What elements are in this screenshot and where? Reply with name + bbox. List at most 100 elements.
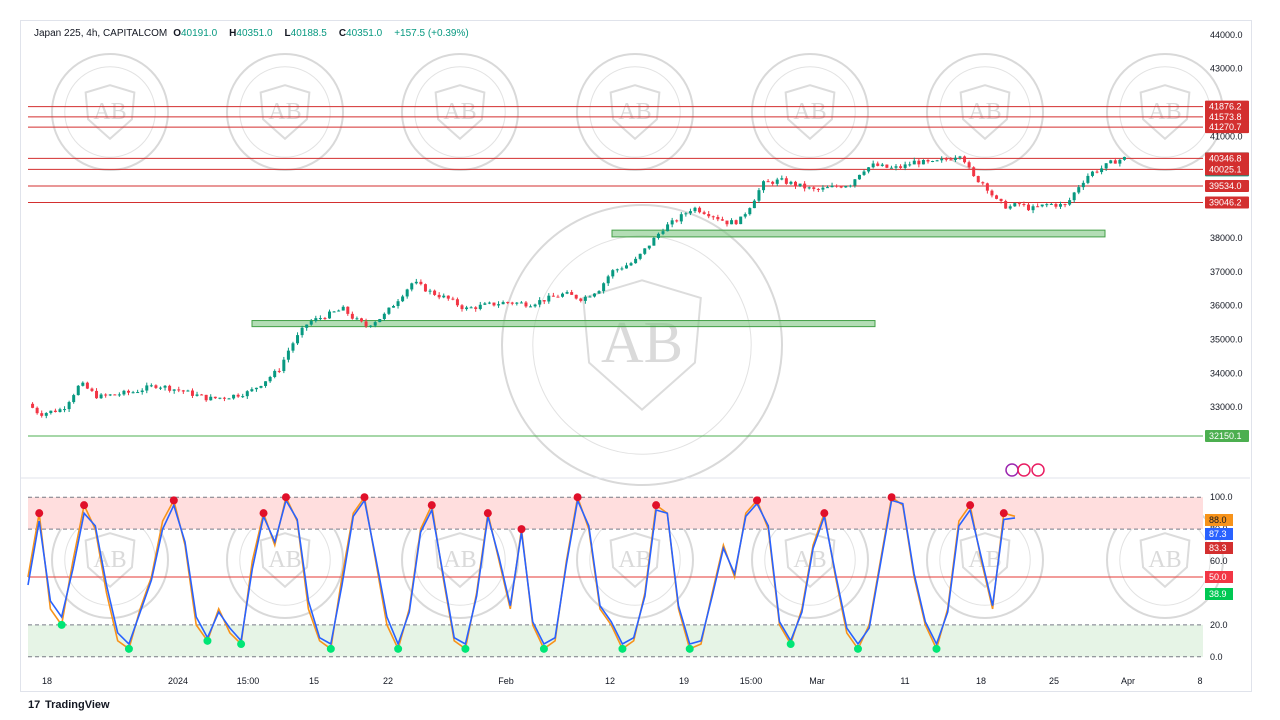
candle-body[interactable]	[1068, 200, 1072, 205]
overbought-signal-dot[interactable]	[281, 493, 290, 502]
candle-body[interactable]	[401, 296, 405, 302]
candle-body[interactable]	[917, 160, 921, 165]
candle-body[interactable]	[816, 188, 820, 190]
candle-body[interactable]	[1045, 204, 1049, 206]
candle-body[interactable]	[232, 394, 236, 399]
oversold-signal-dot[interactable]	[685, 644, 694, 653]
candle-body[interactable]	[762, 181, 766, 191]
candle-body[interactable]	[259, 385, 263, 388]
candle-body[interactable]	[40, 413, 44, 416]
candle-body[interactable]	[1090, 171, 1094, 176]
candle-body[interactable]	[606, 276, 610, 284]
candle-body[interactable]	[999, 198, 1003, 201]
candle-body[interactable]	[58, 409, 62, 412]
candle-body[interactable]	[474, 307, 478, 309]
oversold-signal-dot[interactable]	[539, 644, 548, 653]
candle-body[interactable]	[359, 318, 363, 322]
overbought-signal-dot[interactable]	[652, 501, 661, 510]
candle-body[interactable]	[1026, 204, 1030, 211]
candle-body[interactable]	[405, 289, 409, 297]
candle-body[interactable]	[789, 181, 793, 184]
candle-body[interactable]	[716, 216, 720, 220]
price-label-resistance[interactable]	[1205, 196, 1249, 209]
overbought-signal-dot[interactable]	[259, 509, 268, 518]
candle-body[interactable]	[250, 389, 254, 392]
candle-body[interactable]	[72, 395, 76, 403]
candle-body[interactable]	[711, 216, 715, 218]
candle-body[interactable]	[940, 158, 944, 161]
candle-body[interactable]	[839, 186, 843, 188]
candle-body[interactable]	[848, 185, 852, 187]
candle-body[interactable]	[707, 214, 711, 217]
candle-body[interactable]	[857, 174, 861, 180]
candle-body[interactable]	[1054, 203, 1058, 207]
candle-body[interactable]	[679, 214, 683, 222]
candle-body[interactable]	[894, 166, 898, 168]
candle-body[interactable]	[209, 396, 213, 401]
overbought-signal-dot[interactable]	[427, 501, 436, 510]
candle-body[interactable]	[323, 318, 327, 320]
candle-body[interactable]	[328, 311, 332, 319]
candle-body[interactable]	[387, 307, 391, 314]
candle-body[interactable]	[136, 392, 140, 394]
candle-body[interactable]	[268, 376, 272, 382]
candle-body[interactable]	[149, 385, 153, 387]
candle-body[interactable]	[465, 307, 469, 310]
candle-body[interactable]	[236, 394, 240, 397]
candle-body[interactable]	[949, 159, 953, 161]
candle-body[interactable]	[574, 294, 578, 299]
candle-body[interactable]	[341, 306, 345, 311]
candle-body[interactable]	[391, 306, 395, 308]
candle-body[interactable]	[1063, 204, 1067, 206]
demand-zone[interactable]	[611, 229, 1106, 238]
candle-body[interactable]	[264, 381, 268, 386]
candle-body[interactable]	[117, 394, 121, 396]
oversold-signal-dot[interactable]	[203, 636, 212, 645]
candle-body[interactable]	[497, 304, 501, 306]
candle-body[interactable]	[652, 237, 656, 246]
candle-body[interactable]	[985, 183, 989, 191]
osc-value-label[interactable]	[1205, 588, 1233, 600]
price-label-resistance[interactable]	[1205, 100, 1249, 113]
candle-body[interactable]	[410, 283, 414, 290]
candle-body[interactable]	[812, 187, 816, 189]
candle-body[interactable]	[524, 302, 528, 307]
candle-body[interactable]	[1040, 204, 1044, 207]
candle-body[interactable]	[529, 306, 533, 308]
candle-body[interactable]	[748, 208, 752, 215]
candle-body[interactable]	[830, 185, 834, 188]
candle-body[interactable]	[314, 318, 318, 321]
candle-body[interactable]	[204, 394, 208, 401]
candle-body[interactable]	[931, 160, 935, 162]
candle-body[interactable]	[254, 387, 258, 390]
candle-body[interactable]	[332, 311, 336, 313]
candle-body[interactable]	[757, 190, 761, 201]
price-label-resistance[interactable]	[1205, 152, 1249, 165]
candle-body[interactable]	[200, 394, 204, 396]
candle-body[interactable]	[853, 179, 857, 186]
candle-body[interactable]	[1095, 171, 1099, 173]
candle-body[interactable]	[675, 220, 679, 222]
candle-body[interactable]	[1013, 203, 1017, 207]
candle-body[interactable]	[844, 186, 848, 188]
candle-body[interactable]	[90, 388, 94, 391]
candle-body[interactable]	[561, 293, 565, 297]
candle-body[interactable]	[825, 187, 829, 189]
osc-value-label[interactable]	[1205, 528, 1233, 540]
candle-body[interactable]	[656, 233, 660, 238]
candle-body[interactable]	[912, 160, 916, 165]
event-icon[interactable]	[1031, 463, 1045, 477]
overbought-signal-dot[interactable]	[820, 509, 829, 518]
candle-body[interactable]	[168, 385, 172, 391]
candle-body[interactable]	[67, 402, 71, 410]
candle-body[interactable]	[154, 385, 158, 388]
candle-body[interactable]	[588, 296, 592, 298]
oversold-signal-dot[interactable]	[786, 640, 795, 649]
candle-body[interactable]	[670, 220, 674, 225]
candle-body[interactable]	[807, 187, 811, 189]
candle-body[interactable]	[433, 290, 437, 295]
candle-body[interactable]	[794, 181, 798, 187]
candle-body[interactable]	[140, 390, 144, 393]
candle-body[interactable]	[1100, 168, 1104, 173]
candle-body[interactable]	[190, 390, 194, 396]
